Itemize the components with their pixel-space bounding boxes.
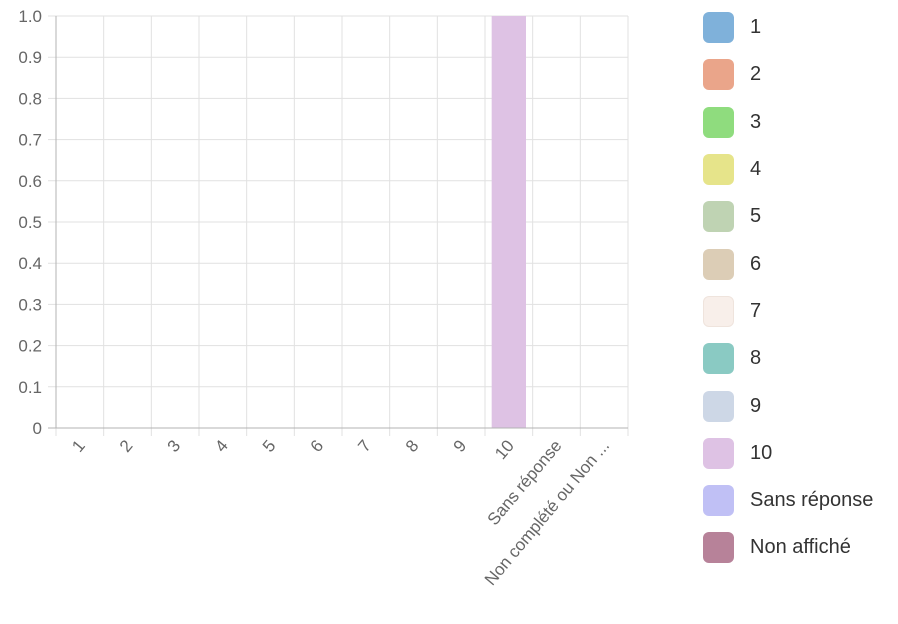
legend-item[interactable]: Sans réponse	[703, 477, 893, 524]
legend-item[interactable]: 6	[703, 240, 893, 287]
legend-swatch	[703, 343, 734, 375]
legend-label: 10	[750, 441, 773, 464]
y-tick-label: 0.9	[18, 48, 42, 67]
legend-label: 1	[750, 16, 762, 39]
y-tick-label: 0	[33, 419, 42, 438]
legend-item[interactable]: 10	[703, 430, 893, 477]
x-tick-label: 8	[402, 436, 423, 455]
legend-label: Sans réponse	[750, 489, 874, 512]
legend-label: 2	[750, 63, 762, 86]
legend-swatch	[703, 390, 734, 422]
y-tick-label: 0.4	[18, 254, 42, 273]
x-tick-label: 5	[259, 436, 280, 455]
legend-swatch	[703, 154, 734, 186]
legend-swatch	[703, 201, 734, 233]
legend-item[interactable]: 9	[703, 382, 893, 429]
x-tick-label: 2	[116, 436, 137, 455]
legend-item[interactable]: 2	[703, 51, 893, 98]
y-tick-label: 0.6	[18, 172, 42, 191]
y-tick-label: 0.1	[18, 378, 42, 397]
x-tick-label: 4	[211, 436, 232, 455]
legend-label: 5	[750, 205, 762, 228]
chart-axes	[48, 16, 628, 429]
legend-swatch	[703, 532, 734, 564]
chart-bars	[491, 16, 526, 428]
y-axis-ticks: 0 0.1 0.2 0.3 0.4 0.5 0.6 0.7 0.8 0.9 1.0	[18, 7, 42, 438]
legend-swatch	[703, 248, 734, 280]
legend-swatch	[703, 106, 734, 138]
x-tick-label: 7	[354, 436, 375, 455]
chart-legend: 1 2 3 4 5 6 7 8 9 10 Sans réponse Non affiché	[703, 4, 893, 572]
legend-swatch	[703, 59, 734, 91]
legend-label: 3	[750, 110, 762, 133]
x-tick-label: 10	[491, 436, 518, 463]
legend-item[interactable]: 8	[703, 335, 893, 382]
legend-label: 4	[750, 158, 762, 181]
legend-item[interactable]: 5	[703, 193, 893, 240]
y-tick-label: 1.0	[18, 7, 42, 26]
x-tick-label: 6	[307, 436, 328, 455]
legend-label: 8	[750, 347, 762, 370]
x-tick-label: 1	[68, 436, 89, 455]
x-tick-label: 3	[164, 436, 185, 455]
chart-grid	[48, 15, 629, 436]
legend-swatch	[703, 485, 734, 517]
legend-item[interactable]: 3	[703, 99, 893, 146]
legend-item[interactable]: 7	[703, 288, 893, 335]
legend-item[interactable]: 4	[703, 146, 893, 193]
y-tick-label: 0.3	[18, 295, 42, 314]
x-tick-label: 9	[450, 436, 471, 455]
legend-label: Non affiché	[750, 536, 851, 559]
legend-swatch	[703, 12, 734, 44]
legend-item[interactable]: Non affiché	[703, 524, 893, 571]
y-tick-label: 0.8	[18, 89, 42, 108]
bar-10	[491, 16, 526, 428]
y-tick-label: 0.2	[18, 337, 42, 356]
legend-label: 6	[750, 252, 762, 275]
legend-swatch	[703, 437, 734, 469]
legend-label: 9	[750, 394, 762, 417]
y-tick-label: 0.5	[18, 213, 42, 232]
y-tick-label: 0.7	[18, 131, 42, 150]
legend-swatch	[703, 295, 734, 327]
legend-label: 7	[750, 299, 762, 322]
legend-item[interactable]: 1	[703, 4, 893, 51]
